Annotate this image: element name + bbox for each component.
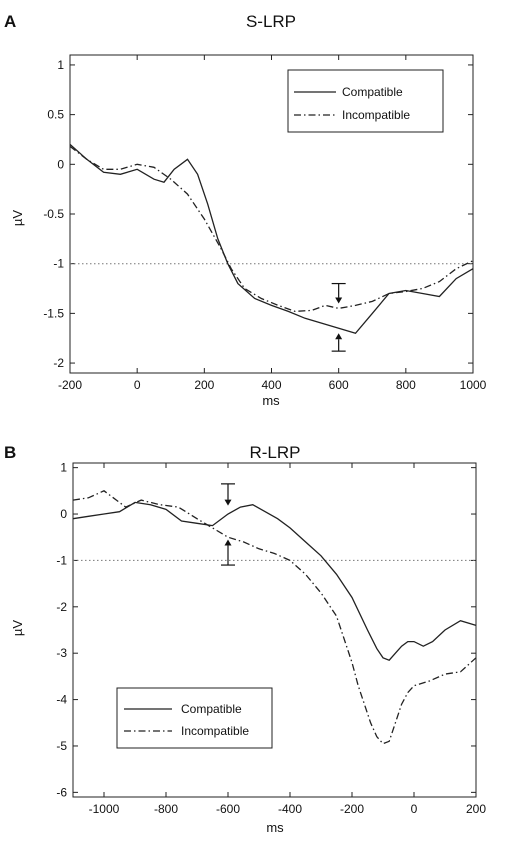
panel-b-title: R-LRP — [249, 443, 300, 462]
panel-b-marker-arrowhead — [224, 499, 232, 506]
panel-a-y-tick-label: 1 — [57, 58, 64, 72]
panel-a-legend-box — [287, 69, 444, 133]
panel-b-y-axis-label: µV — [10, 620, 25, 636]
panel-b-y-tick-label: -2 — [56, 600, 67, 614]
panel-b-x-tick-label: 200 — [466, 802, 486, 816]
panel-a-marker-arrowhead — [335, 297, 343, 304]
panel-b-x-axis-label: ms — [266, 820, 284, 835]
panel-b-x-tick-label: 0 — [411, 802, 418, 816]
panel-a-y-tick-label: -0.5 — [43, 207, 64, 221]
panel-b-y-tick-label: -3 — [56, 646, 67, 660]
panel-b-y-tick-label: -4 — [56, 693, 67, 707]
panel-b-x-tick-label: -600 — [216, 802, 240, 816]
panel-a-marker-arrowhead — [335, 333, 343, 340]
panel-a-y-tick-label: -1 — [53, 257, 64, 271]
panel-a-x-tick-label: 800 — [396, 378, 416, 392]
panel-a-y-axis-label: µV — [10, 210, 25, 226]
panel-a-letter: A — [4, 12, 16, 31]
panel-a-x-tick-label: 400 — [261, 378, 281, 392]
panel-a-x-tick-label: 600 — [329, 378, 349, 392]
panel-a-x-tick-label: -200 — [58, 378, 82, 392]
panel-a-legend-label-compatible: Compatible — [342, 85, 403, 99]
panel-b-y-tick-label: -5 — [56, 739, 67, 753]
panel-b-y-tick-label: -6 — [56, 785, 67, 799]
panel-b-plot-frame — [72, 462, 477, 798]
panel-a-y-tick-label: -1.5 — [43, 306, 64, 320]
panel-b-y-tick-label: -1 — [56, 553, 67, 567]
panel-a: A S-LRP ms µV -200 0 200 400 600 800 1000 1 0.5 0… — [4, 12, 487, 408]
panel-b-x-tick-label: -200 — [340, 802, 364, 816]
panel-a-title: S-LRP — [246, 12, 296, 31]
panel-b-x-tick-label: -800 — [154, 802, 178, 816]
panel-a-x-tick-label: 1000 — [460, 378, 487, 392]
panel-b-y-tick-label: 1 — [60, 461, 67, 475]
panel-a-y-tick-label: -2 — [53, 356, 64, 370]
panel-b-marker-arrowhead — [224, 539, 232, 546]
panel-a-x-axis-label: ms — [262, 393, 280, 408]
panel-a-y-tick-label: 0 — [57, 157, 64, 171]
panel-b-x-tick-label: -400 — [278, 802, 302, 816]
panel-a-series-incompatible — [69, 145, 474, 313]
panel-b-letter: B — [4, 443, 16, 462]
panel-b-legend-label-compatible: Compatible — [181, 702, 242, 716]
panel-a-legend: Compatible Incompatible — [287, 69, 444, 133]
panel-b-x-tick-label: -1000 — [89, 802, 120, 816]
panel-b-series-compatible — [72, 501, 477, 661]
panel-a-legend-label-incompatible: Incompatible — [342, 108, 410, 122]
panel-b-legend-box — [116, 687, 273, 749]
panel-a-series-compatible — [69, 143, 474, 335]
panel-b: B R-LRP ms µV -1000 -800 -600 -400 -200 0 200 1… — [4, 443, 486, 835]
panel-b-y-tick-label: 0 — [60, 507, 67, 521]
panel-b-legend: Compatible Incompatible — [116, 687, 273, 749]
panel-a-x-tick-label: 200 — [194, 378, 214, 392]
panel-a-x-tick-label: 0 — [134, 378, 141, 392]
panel-a-y-tick-label: 0.5 — [47, 108, 64, 122]
panel-b-series-incompatible — [72, 490, 477, 745]
panel-b-legend-label-incompatible: Incompatible — [181, 724, 249, 738]
